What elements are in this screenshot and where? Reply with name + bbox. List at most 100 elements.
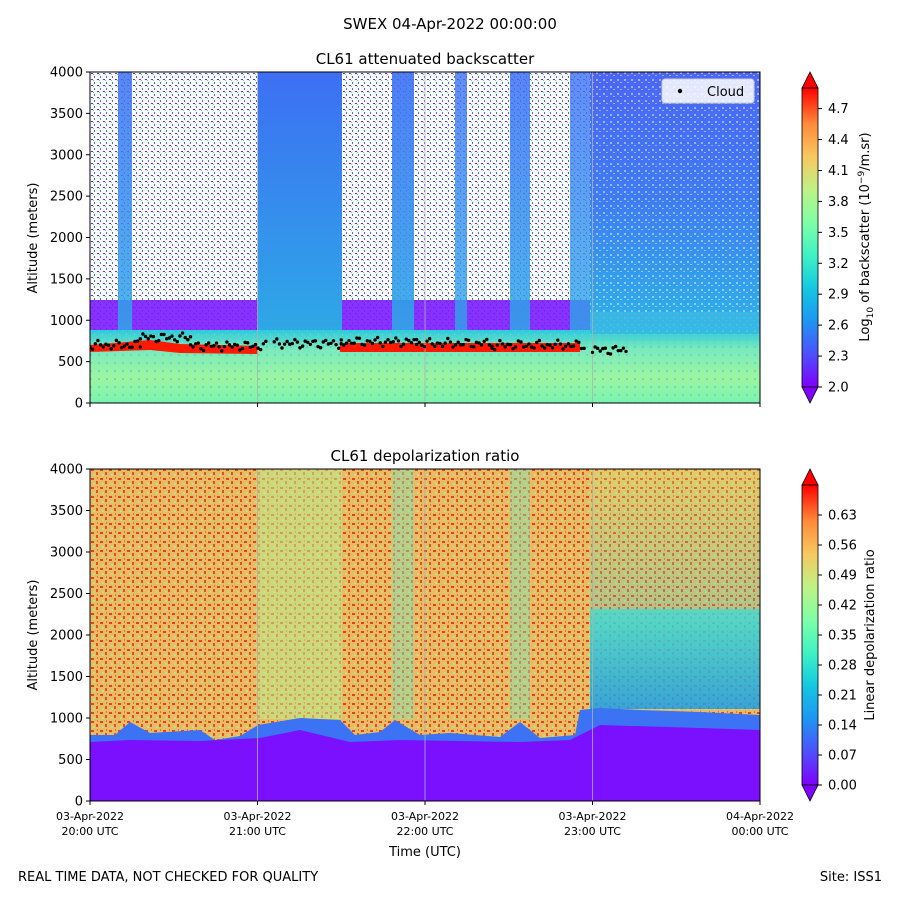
cloud-base-point <box>326 342 331 346</box>
cloud-base-point <box>199 347 203 351</box>
cloud-base-point <box>355 336 359 340</box>
cloud-base-point <box>313 339 318 343</box>
y-tick-label: 1000 <box>50 712 83 727</box>
cloud-base-point <box>383 340 388 344</box>
cloud-base-point <box>331 339 336 343</box>
cloud-base-point <box>386 338 390 342</box>
cloud-base-point <box>288 342 292 346</box>
x-tick-date: 03-Apr-2022 <box>56 810 124 823</box>
cloud-base-point <box>453 343 458 347</box>
colorbar-tick-label: 3.2 <box>828 257 849 272</box>
cloud-base-point <box>446 336 450 341</box>
cloud-base-point <box>368 339 372 344</box>
cloud-base-point <box>469 344 473 349</box>
y-tick-label: 1000 <box>50 314 83 329</box>
cloud-base-point <box>381 344 385 349</box>
cloud-base-point <box>272 340 276 344</box>
x-tick-date: 04-Apr-2022 <box>726 810 794 823</box>
cloud-base-point <box>178 334 182 338</box>
cloud-base-point <box>206 341 211 345</box>
x-tick-time: 20:00 UTC <box>61 825 118 838</box>
cloud-base-point <box>316 344 320 349</box>
cloud-base-point <box>511 347 515 351</box>
cloud-base-point <box>125 342 129 346</box>
cloud-base-point <box>280 346 284 350</box>
cloud-base-point <box>378 341 382 345</box>
cloud-base-point <box>243 340 247 345</box>
cloud-base-point <box>399 344 403 349</box>
cloud-base-point <box>498 338 502 343</box>
cloud-base-point <box>521 345 526 349</box>
cloud-base-point <box>448 340 453 344</box>
cloud-base-point <box>277 342 282 346</box>
cloud-base-point <box>114 338 119 343</box>
cloud-base-point <box>143 334 148 339</box>
cloud-base-point <box>334 342 338 347</box>
cloud-base-point <box>248 345 252 349</box>
cloud-base-point <box>451 345 455 349</box>
cloud-base-point <box>298 346 302 350</box>
depolarization-colorbar: 0.00 0.07 0.14 0.21 0.28 0.35 0.42 0.49 0.56 0.63… <box>801 468 878 802</box>
colorbar-tick-label: 0.42 <box>828 599 857 614</box>
backscatter-column <box>392 72 414 332</box>
cloud-base-point <box>133 339 137 344</box>
cloud-base-point <box>590 350 595 355</box>
cloud-base-point <box>516 339 521 343</box>
cloud-base-point <box>261 342 265 346</box>
depol-column <box>510 469 530 719</box>
cloud-base-point <box>180 331 185 335</box>
cloud-base-point <box>456 340 460 344</box>
cloud-base-point <box>339 342 343 346</box>
cloud-base-point <box>122 344 127 348</box>
cloud-base-point <box>175 339 179 344</box>
cloud-base-point <box>141 332 145 336</box>
colorbar-tick-label: 2.9 <box>828 288 849 303</box>
depolarization-title: CL61 depolarization ratio <box>331 447 520 465</box>
colorbar-tick-label: 0.28 <box>828 659 857 674</box>
legend: Cloud <box>661 78 755 104</box>
cloud-base-point <box>295 340 300 344</box>
cloud-base-point <box>365 339 369 343</box>
cloud-base-point <box>112 344 116 348</box>
backscatter-column <box>570 72 590 332</box>
x-tick-date: 03-Apr-2022 <box>558 810 626 823</box>
cloud-base-point <box>212 344 216 348</box>
colorbar-bar <box>801 87 819 388</box>
site-label: Site: ISS1 <box>819 870 882 885</box>
colorbar-tick-label: 4.1 <box>828 164 849 179</box>
cloud-base-point <box>561 347 565 351</box>
cloud-base-point <box>293 337 297 342</box>
cloud-base-point <box>598 349 602 353</box>
cloud-base-point <box>519 340 523 344</box>
cloud-base-point <box>352 341 356 345</box>
cloud-base-point <box>209 344 213 349</box>
cloud-base-point <box>127 345 132 350</box>
cloud-base-point <box>508 342 513 347</box>
cloud-base-point <box>506 342 510 347</box>
cloud-base-point <box>219 349 224 353</box>
y-tick-label: 1500 <box>50 272 83 287</box>
cloud-base-point <box>135 339 140 343</box>
cloud-base-point <box>500 342 505 346</box>
y-tick-label: 4000 <box>50 463 83 478</box>
cloud-base-point <box>117 341 121 345</box>
colorbar-extend-min <box>801 784 819 802</box>
cloud-base-point <box>558 342 563 346</box>
cloud-base-point <box>407 338 411 343</box>
cloud-base-point <box>414 337 419 342</box>
depolarization-colorbar-label: Linear depolarization ratio <box>863 549 878 720</box>
depol-column <box>258 469 342 719</box>
cloud-base-point <box>479 343 484 347</box>
x-tick-time: 22:00 UTC <box>396 825 453 838</box>
colorbar-tick-label: 2.3 <box>828 350 849 365</box>
cloud-base-point <box>477 341 481 345</box>
cloud-base-point <box>154 339 158 344</box>
backscatter-title: CL61 attenuated backscatter <box>316 50 535 68</box>
cloud-base-point <box>582 346 586 351</box>
cloud-base-point <box>524 344 528 349</box>
cloud-base-point <box>495 343 499 347</box>
cloud-base-point <box>324 338 328 343</box>
cloud-base-point <box>188 343 193 347</box>
cloud-base-point <box>285 339 289 344</box>
cloud-base-point <box>370 341 375 346</box>
